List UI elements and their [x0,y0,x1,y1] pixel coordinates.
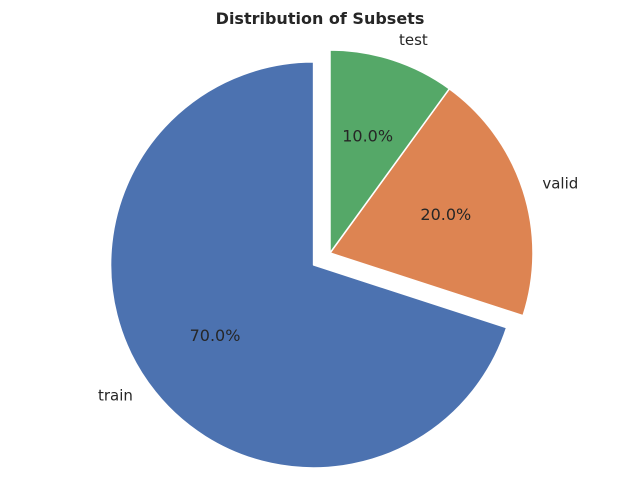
pie-slices [109,49,534,469]
pie-labels: train 70.0% valid 20.0% test 10.0% [98,31,578,405]
pie-percent-train: 70.0% [190,326,241,345]
chart-title: Distribution of Subsets [216,9,425,28]
pie-percent-test: 10.0% [342,127,393,146]
pie-label-train: train [98,387,133,405]
pie-percent-valid: 20.0% [420,205,471,224]
pie-slice-train [109,61,508,469]
pie-slice-test [329,49,451,254]
pie-label-valid: valid [542,174,578,192]
pie-slice-valid [329,88,534,317]
pie-label-test: test [399,31,428,49]
